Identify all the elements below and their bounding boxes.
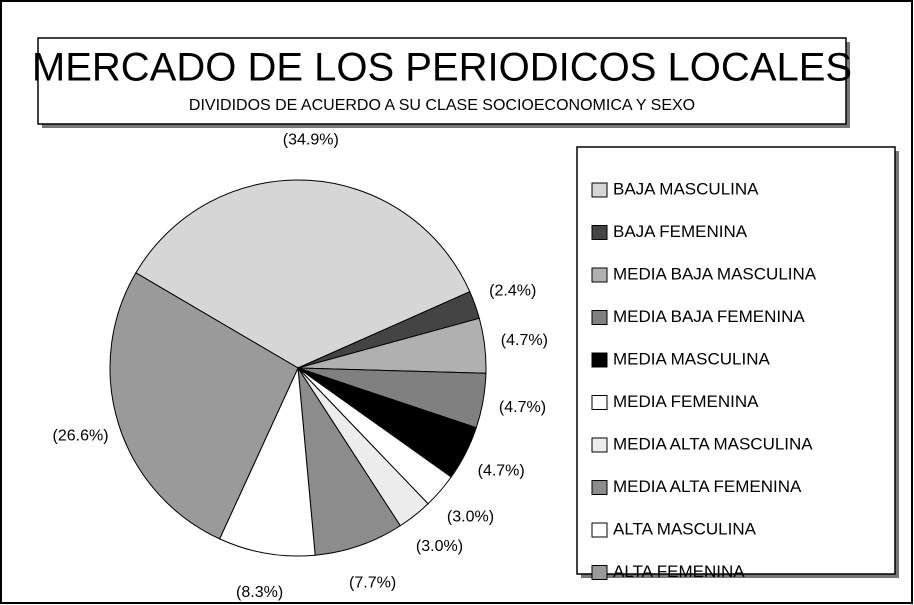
data-label: (8.3%)	[236, 584, 283, 601]
data-label: (34.9%)	[283, 132, 339, 149]
legend-label: ALTA FEMENINA	[613, 562, 745, 581]
data-label: (2.4%)	[489, 283, 536, 300]
legend-swatch	[591, 522, 608, 538]
title-box	[37, 37, 847, 125]
legend-swatch	[591, 480, 608, 495]
legend-swatch	[591, 395, 608, 410]
data-label: (4.7%)	[478, 463, 525, 480]
data-label: (4.7%)	[501, 332, 548, 349]
legend-label: BAJA MASCULINA	[613, 179, 759, 198]
legend-swatch	[591, 310, 608, 325]
data-label: (3.0%)	[416, 538, 463, 555]
legend-label: BAJA FEMENINA	[613, 222, 748, 241]
data-label: (26.6%)	[53, 428, 109, 445]
legend-label: ALTA MASCULINA	[613, 519, 757, 538]
legend-label: MEDIA BAJA FEMENINA	[613, 307, 805, 326]
legend-label: MEDIA MASCULINA	[613, 349, 770, 368]
chart-title: MERCADO DE LOS PERIODICOS LOCALES	[32, 46, 852, 90]
legend-swatch	[591, 267, 608, 283]
legend-label: MEDIA BAJA MASCULINA	[613, 264, 817, 283]
legend-label: MEDIA FEMENINA	[613, 392, 759, 411]
data-label: (7.7%)	[349, 575, 396, 592]
pie-slice	[135, 179, 471, 369]
pie-slice	[218, 366, 316, 557]
data-label: (4.7%)	[499, 399, 546, 416]
legend-label: MEDIA ALTA FEMENINA	[613, 477, 802, 496]
legend-swatch	[591, 437, 608, 453]
legend-swatch	[591, 565, 608, 580]
legend-box	[576, 146, 896, 575]
legend-swatch	[591, 225, 608, 240]
pie-slice	[109, 272, 299, 540]
chart-subtitle: DIVIDIDOS DE ACUERDO A SU CLASE SOCIOECO…	[189, 97, 695, 114]
legend-swatch	[591, 182, 608, 198]
data-label: (3.0%)	[447, 508, 494, 525]
legend-label: MEDIA ALTA MASCULINA	[613, 434, 813, 453]
legend-swatch	[591, 352, 608, 368]
